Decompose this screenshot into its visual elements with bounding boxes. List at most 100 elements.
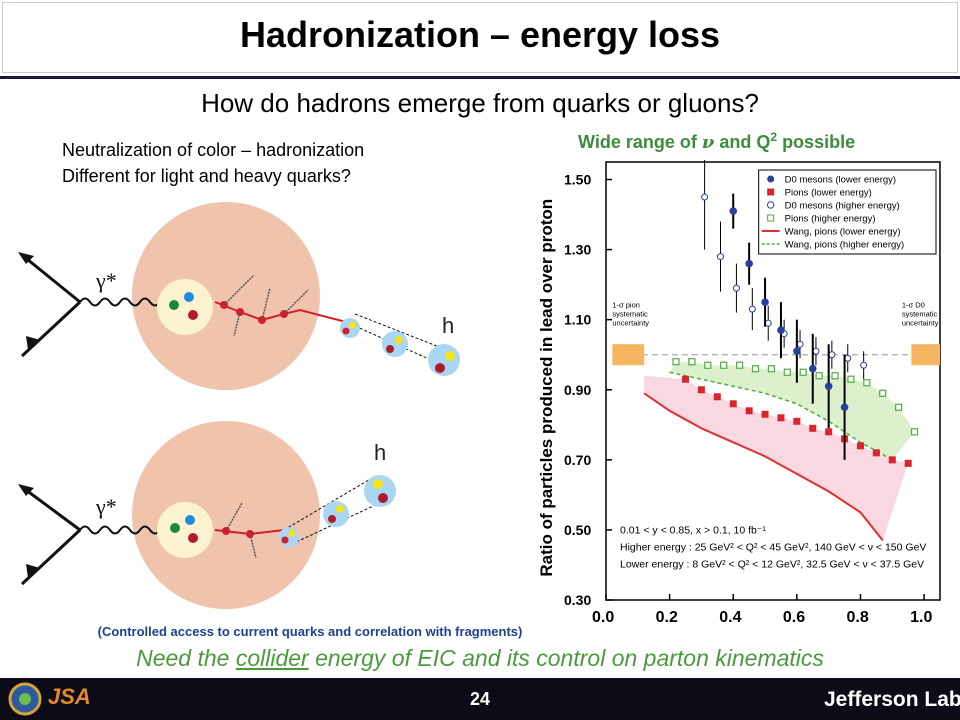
pion-low-point-4: [745, 407, 753, 415]
sys-label-d0-2: uncertainty: [902, 318, 939, 327]
incoming-lepton-top: [21, 253, 81, 304]
arrow-bottom-2-icon: [26, 564, 40, 578]
d0-high-point-8: [828, 351, 836, 359]
hadron-blob-2-bottom: [323, 501, 349, 527]
x-tick-label-4: 0.8: [846, 609, 868, 626]
figure-note: (Controlled access to current quarks and…: [97, 624, 523, 639]
legend-label-2: D0 mesons (higher energy): [785, 201, 900, 212]
chart-caption-pre: Wide range of: [578, 132, 702, 152]
pion-high-point-2: [704, 361, 712, 369]
hadron-blob-3-bottom: [364, 475, 396, 507]
pion-high-point-14: [895, 403, 903, 411]
sys-label-pion-0: 1-σ pion: [612, 300, 640, 309]
d0-high-point-3: [748, 305, 756, 313]
sys-label-pion-1: systematic: [612, 309, 648, 318]
slide-title: Hadronization – energy loss: [239, 14, 721, 55]
chart-caption: Wide range of ν and Q2 possible: [578, 130, 855, 153]
legend-marker-3: [767, 214, 775, 222]
arrow-bottom-1-icon: [18, 484, 34, 496]
nucleus-top: [132, 202, 320, 390]
hadron-blob-2-top: [382, 331, 408, 357]
pion-low-point-2: [713, 393, 721, 401]
pion-low-point-14: [904, 459, 912, 467]
x-tick-label-0: 0.0: [592, 609, 614, 626]
d0-high-point-2: [732, 284, 740, 292]
chart-caption-mid: and Q: [714, 132, 771, 152]
x-tick-label-2: 0.4: [719, 609, 741, 626]
pion-low-point-5: [761, 410, 769, 418]
pion-low-point-11: [856, 442, 864, 450]
intro-line-1: Neutralization of color – hadronization: [62, 140, 365, 160]
x-axis-label: Z: [760, 629, 770, 630]
intro-text: Neutralization of color – hadronization …: [62, 137, 364, 189]
legend-box: [758, 169, 937, 255]
sys-label-pion-2: uncertainty: [612, 318, 649, 327]
y-axis-label: Ratio of particles produced in lead over…: [537, 199, 556, 577]
d0-high-point-10: [860, 361, 868, 369]
photon-line-bottom: [79, 525, 161, 535]
y-tick-label-4: 1.10: [564, 312, 591, 328]
title-frame: [2, 2, 958, 73]
wang-higher-curve: [669, 371, 893, 461]
arrow-top-1-icon: [18, 252, 34, 264]
d0-low-point-0: [729, 207, 738, 215]
legend-marker-0: [767, 175, 775, 183]
pion-low-point-8: [809, 424, 817, 432]
pion-high-point-13: [879, 389, 887, 397]
pion-low-point-9: [825, 428, 833, 436]
y-tick-label-3: 0.90: [564, 382, 591, 398]
d0-high-point-4: [764, 319, 772, 327]
sys-box-d0: [911, 344, 940, 366]
legend-label-1: Pions (lower energy): [785, 188, 872, 199]
nu-symbol: ν: [701, 132, 715, 153]
pion-high-point-1: [688, 358, 696, 366]
pion-low-point-0: [682, 375, 690, 383]
diagram-bottom: γ* h: [18, 421, 396, 609]
wang-lower-curve: [643, 392, 884, 542]
pion-high-point-9: [815, 372, 823, 380]
x-tick-label-5: 1.0: [910, 609, 932, 626]
jefferson-lab-logo: Jefferson Lab: [824, 688, 960, 711]
slide-subtitle: How do hadrons emerge from quarks or glu…: [201, 88, 759, 118]
y-tick-label-0: 0.30: [564, 592, 591, 608]
legend-label-4: Wang, pions (lower energy): [785, 227, 901, 238]
x-tick-label-3: 0.6: [783, 609, 805, 626]
d0-high-point-0: [701, 193, 709, 201]
band-higher-energy: [669, 361, 915, 460]
hadron-blob-1-top: [340, 318, 360, 338]
outgoing-lepton-top: [20, 300, 82, 358]
bottom-msg-pre: Need the: [136, 645, 236, 671]
pion-high-point-6: [767, 365, 776, 373]
hadron-label-bottom: h: [374, 440, 386, 465]
lab-seal-icon: [8, 682, 42, 716]
hadron-label-top: h: [442, 313, 454, 338]
y-tick-label-2: 0.70: [564, 452, 591, 468]
target-nucleon-top: [157, 279, 213, 335]
quark-track-top: [214, 301, 347, 323]
d0-high-point-6: [796, 340, 804, 348]
info-line-1: Higher energy : 25 GeV² < Q² < 45 GeV², …: [620, 541, 926, 553]
d0-low-point-5: [808, 364, 817, 373]
pion-low-point-13: [888, 456, 896, 464]
d0-low-point-4: [793, 347, 801, 356]
photon-label-bottom: γ*: [95, 494, 117, 519]
info-line-2: Lower energy : 8 GeV² < Q² < 12 GeV², 32…: [620, 558, 924, 570]
pion-low-point-7: [793, 417, 801, 425]
title-bar: [0, 0, 960, 79]
sys-label-d0-0: 1-σ D0: [902, 300, 925, 309]
d0-low-point-7: [840, 403, 849, 412]
d0-high-point-9: [844, 354, 852, 362]
pion-high-point-8: [799, 368, 807, 376]
y-tick-label-1: 0.50: [564, 522, 591, 538]
d0-low-point-3: [777, 326, 785, 334]
sys-label-d0-1: systematic: [902, 309, 938, 318]
x-tick-label-1: 0.2: [656, 609, 678, 626]
pion-low-point-1: [697, 386, 705, 394]
outgoing-lepton-bottom: [20, 528, 82, 586]
pion-low-point-3: [729, 400, 737, 408]
d0-low-point-1: [745, 259, 753, 268]
info-line-0: 0.01 < y < 0.85, x > 0.1, 10 fb⁻¹: [620, 524, 766, 536]
pion-low-point-12: [872, 449, 880, 457]
nucleus-bottom: [132, 421, 320, 609]
